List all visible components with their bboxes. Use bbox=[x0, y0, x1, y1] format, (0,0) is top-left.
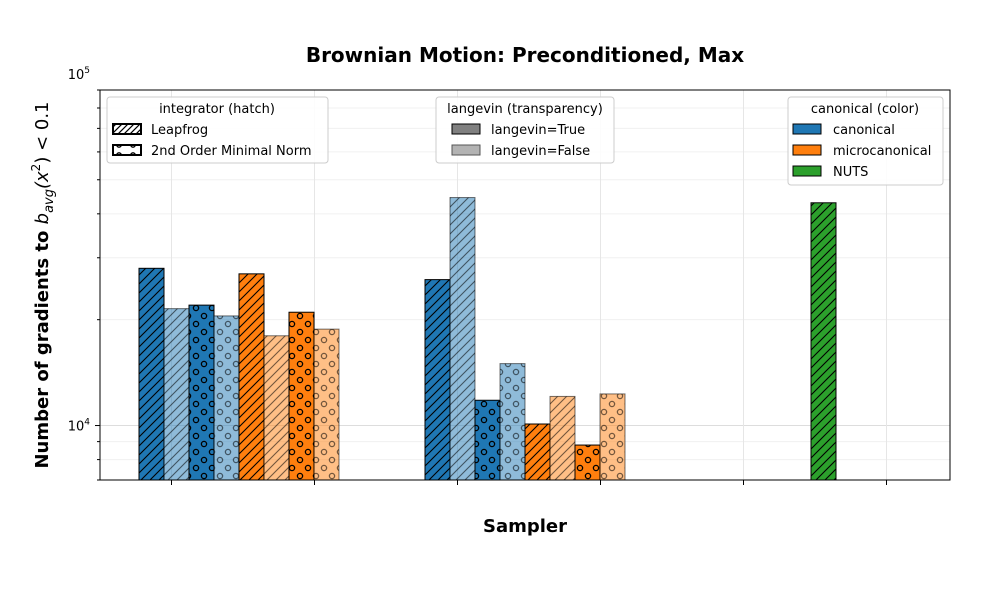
legend-label: microcanonical bbox=[833, 144, 931, 159]
legend-swatch-nuts bbox=[792, 165, 822, 177]
legend-label: 2nd Order Minimal Norm bbox=[151, 144, 311, 159]
y-label-text: Number of gradients to bbox=[32, 224, 53, 468]
legend-label: canonical bbox=[833, 123, 895, 138]
bars bbox=[138, 197, 837, 481]
bar-hatch bbox=[239, 273, 264, 480]
legend-swatch-microcanonical bbox=[792, 144, 822, 156]
legend-canonical: canonical (color) canonical microcanonic… bbox=[787, 96, 944, 186]
bar-hatch bbox=[811, 202, 836, 481]
legend-title: integrator (hatch) bbox=[159, 102, 275, 117]
y-label-superscript: 2 bbox=[29, 164, 43, 172]
bar-hatch bbox=[289, 312, 314, 480]
bar-hatch bbox=[450, 197, 475, 481]
legend-box bbox=[787, 96, 944, 186]
legend-swatch-langevin-false bbox=[451, 144, 481, 156]
y-tick-label: 104 bbox=[68, 418, 91, 435]
bar-hatch bbox=[139, 268, 164, 480]
legend-integrator: integrator (hatch) Leapfrog 2nd Order Mi… bbox=[106, 96, 329, 164]
bar-hatch bbox=[600, 393, 625, 480]
bar-hatch bbox=[214, 315, 239, 480]
legend-label: NUTS bbox=[833, 165, 868, 180]
bar-hatch bbox=[475, 400, 500, 480]
legend-label: langevin=True bbox=[491, 123, 585, 138]
bar-hatch bbox=[525, 424, 550, 480]
y-label-x: (x bbox=[32, 171, 53, 189]
legend-box bbox=[106, 96, 329, 164]
bar-hatch bbox=[500, 363, 525, 480]
bar-hatch bbox=[575, 445, 600, 480]
legend-hatch-lines bbox=[113, 124, 141, 134]
x-ticks bbox=[171, 480, 887, 485]
y-tick-label: 105 bbox=[68, 66, 90, 83]
bar-hatch bbox=[264, 335, 289, 480]
bar-hatch bbox=[189, 305, 214, 480]
legend-swatch-canonical bbox=[792, 123, 822, 135]
y-label-subscript: avg bbox=[42, 189, 57, 213]
legend-title: canonical (color) bbox=[811, 102, 919, 117]
legend-swatch-langevin-true bbox=[451, 123, 481, 135]
legend-label: Leapfrog bbox=[151, 123, 208, 138]
plot-frame bbox=[99, 89, 951, 481]
y-label-tail: ) < 0.1 bbox=[32, 101, 53, 163]
y-label-b: b bbox=[32, 213, 53, 224]
bar-hatch bbox=[425, 279, 450, 480]
chart-title: Brownian Motion: Preconditioned, Max bbox=[306, 43, 744, 67]
bar-hatch bbox=[550, 396, 575, 480]
legend-title: langevin (transparency) bbox=[447, 102, 603, 117]
y-axis-label: Number of gradients to bavg(x2) < 0.1 bbox=[29, 101, 57, 468]
bar-hatch bbox=[314, 329, 339, 480]
legend-label: langevin=False bbox=[491, 144, 590, 159]
legend-hatch-circles bbox=[113, 145, 141, 155]
x-axis-label: Sampler bbox=[483, 516, 567, 537]
bar-hatch bbox=[164, 308, 189, 480]
legend-langevin: langevin (transparency) langevin=True la… bbox=[435, 96, 615, 164]
y-ticks: 104 105 bbox=[68, 66, 100, 481]
